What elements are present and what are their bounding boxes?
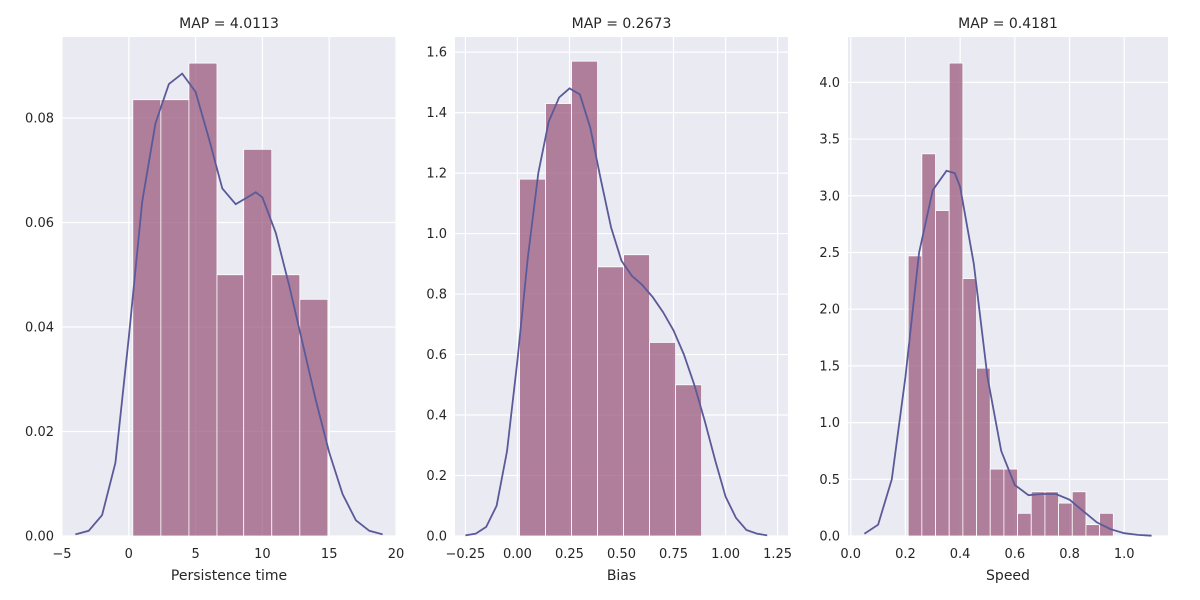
histogram-bar: [132, 99, 162, 537]
x-axis-label: Speed: [986, 568, 1030, 584]
histogram-bar: [519, 178, 546, 537]
chart-title: MAP = 4.0113: [179, 16, 279, 32]
histogram-bar: [948, 62, 964, 537]
histogram-bar: [675, 384, 703, 537]
chart-panel-1: −5 0 5 10 15 20 0.00 0.02 0.04 0.06 0.08 MAP = 4.01…: [25, 16, 404, 584]
x-axis-label: Persistence time: [171, 568, 287, 584]
y-tick-label: 0.8: [426, 288, 447, 303]
y-tick-label: 0.04: [25, 320, 54, 335]
x-tick-label: −0.25: [445, 547, 485, 562]
histogram-bar: [545, 103, 572, 537]
histogram-bar: [1003, 468, 1018, 537]
chart-title: MAP = 0.2673: [572, 16, 672, 32]
y-tick-label: 2.5: [819, 246, 840, 261]
x-tick-label: 15: [321, 547, 338, 562]
y-tick-label: 0.4: [426, 409, 447, 424]
y-tick-label: 1.0: [426, 227, 447, 242]
x-tick-label: 0.75: [659, 547, 688, 562]
x-tick-label: 1.25: [763, 547, 792, 562]
x-tick-label: 0: [125, 547, 133, 562]
histogram-bar: [1030, 491, 1046, 537]
histogram-bar: [571, 60, 598, 537]
y-tick-label: 0.5: [819, 473, 840, 488]
x-tick-label: 0.0: [840, 547, 861, 562]
x-tick-label: 0.8: [1059, 547, 1080, 562]
x-tick-label: 0.50: [607, 547, 636, 562]
histogram-bar: [1017, 512, 1032, 537]
x-tick-label: 0.2: [895, 547, 916, 562]
kde-line: [863, 169, 1152, 537]
x-tick-label: 0.6: [1004, 547, 1025, 562]
y-tick-label: 0.0: [819, 530, 840, 545]
histogram-bar: [935, 210, 950, 537]
histogram-bar: [597, 266, 624, 537]
histogram-bar: [989, 468, 1005, 537]
chart-panel-3: 0.0 0.2 0.4 0.6 0.8 1.0 0.0 0.5 1.0 1.5 2.0 2.5 3.0 3…: [819, 16, 1168, 584]
x-tick-label: 1.00: [711, 547, 740, 562]
kde-line: [465, 87, 768, 537]
y-tick-label: 0.00: [25, 530, 54, 545]
histogram-bar: [623, 254, 650, 537]
y-tick-label: 1.6: [426, 46, 447, 61]
y-tick-label: 3.5: [819, 133, 840, 148]
x-tick-label: −5: [52, 547, 71, 562]
y-tick-label: 0.2: [426, 469, 447, 484]
y-tick-label: 0.08: [25, 111, 54, 126]
x-tick-label: 0.25: [555, 547, 584, 562]
histogram-bar: [649, 342, 677, 537]
y-tick-label: 0.02: [25, 425, 54, 440]
y-tick-label: 1.2: [426, 167, 447, 182]
histogram-bar: [188, 62, 218, 537]
y-tick-label: 1.5: [819, 359, 840, 374]
x-tick-label: 10: [254, 547, 271, 562]
x-tick-label: 20: [388, 547, 405, 562]
plot-area: [848, 37, 1168, 536]
x-tick-label: 0.4: [950, 547, 971, 562]
histogram-bar: [160, 99, 190, 537]
y-tick-label: 0.0: [426, 530, 447, 545]
kde-line: [75, 72, 383, 536]
chart-panel-2: −0.25 0.00 0.25 0.50 0.75 1.00 1.25 0.0 0.2 0.4 0.…: [426, 16, 792, 584]
y-tick-label: 1.4: [426, 106, 447, 121]
histogram-bar: [216, 274, 245, 537]
chart-title: MAP = 0.4181: [958, 16, 1058, 32]
x-tick-label: 1.0: [1114, 547, 1135, 562]
histogram-bar: [1044, 491, 1059, 537]
histogram-bar: [1071, 491, 1087, 537]
x-tick-label: 0.00: [503, 547, 532, 562]
y-tick-label: 1.0: [819, 416, 840, 431]
y-tick-label: 4.0: [819, 76, 840, 91]
y-tick-label: 0.6: [426, 348, 447, 363]
y-tick-label: 2.0: [819, 303, 840, 318]
y-tick-label: 3.0: [819, 189, 840, 204]
histogram-bar: [1085, 524, 1101, 537]
x-axis-label: Bias: [607, 568, 636, 584]
x-tick-label: 5: [191, 547, 199, 562]
histogram-bar: [976, 367, 991, 537]
histogram-bar: [1058, 502, 1073, 537]
histogram-bar: [299, 298, 329, 537]
y-tick-label: 0.06: [25, 216, 54, 231]
histogram-bar: [962, 278, 977, 537]
histogram-bar: [243, 148, 273, 537]
